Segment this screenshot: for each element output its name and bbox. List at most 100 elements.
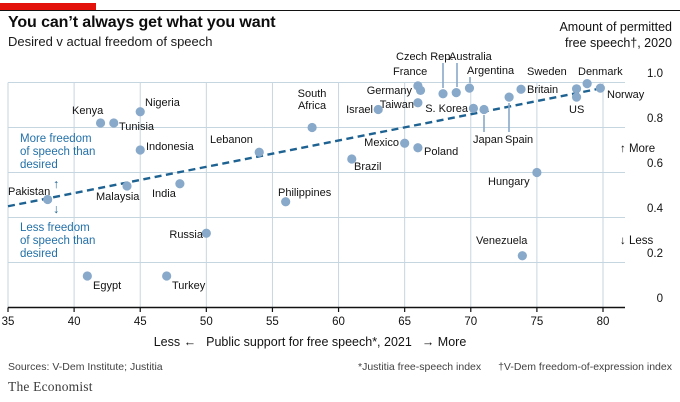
point-label-s-korea: S. Korea: [425, 103, 468, 115]
data-point-poland: [413, 143, 423, 153]
x-axis-label: Public support for free speech*, 2021: [206, 335, 412, 349]
point-label-mexico: Mexico: [364, 137, 399, 149]
point-label-nigeria: Nigeria: [145, 97, 180, 109]
footnotes: *Justitia free-speech index †V-Dem freed…: [344, 361, 672, 373]
y-tick-label-0.2: 0.2: [647, 247, 663, 260]
point-label-norway: Norway: [607, 89, 645, 101]
y-tick-label-0.4: 0.4: [647, 202, 663, 215]
data-point-south-africa: [307, 122, 317, 133]
x-tick-label-75: 75: [530, 316, 544, 328]
trend-line: [7, 88, 597, 208]
point-label-indonesia: Indonesia: [146, 141, 194, 153]
right-annotation-more: ↑ More: [620, 143, 656, 155]
data-point-nigeria: [135, 107, 145, 117]
x-tick-label-65: 65: [398, 316, 412, 328]
data-point-egypt: [82, 271, 92, 281]
data-point-taiwan: [413, 98, 423, 108]
point-label-lebanon: Lebanon: [210, 134, 253, 146]
page-title: You can’t always get what you want: [8, 14, 276, 31]
data-point-pakistan: [43, 194, 53, 205]
data-point-australia: [451, 88, 461, 98]
data-point-us: [571, 92, 582, 102]
point-label-denmark: Denmark: [578, 66, 623, 78]
data-point-spain: [504, 92, 514, 102]
point-label-egypt: Egypt: [93, 280, 122, 292]
data-point-argentina: [464, 83, 475, 93]
data-point-japan: [479, 104, 489, 115]
data-point-indonesia: [135, 145, 145, 155]
point-label-russia: Russia: [169, 229, 203, 241]
data-point-france: [415, 85, 426, 95]
data-point-india: [175, 179, 185, 189]
y-tick-label-0.8: 0.8: [647, 112, 663, 125]
data-point-israel: [373, 104, 383, 115]
point-label-us: US: [569, 104, 585, 116]
point-label-czech-rep-: Czech Rep.: [396, 51, 454, 63]
data-point-lebanon: [254, 147, 264, 157]
data-point-mexico: [400, 138, 410, 148]
data-point-tunisia: [109, 118, 119, 128]
sources-note: Sources: V-Dem Institute; Justitia: [8, 361, 163, 373]
x-axis-more-arrow: → More: [421, 335, 467, 349]
pakistan-up-arrow-icon: ↑: [53, 177, 60, 191]
data-point-kenya: [95, 118, 106, 128]
page-subtitle: Desired v actual freedom of speech: [8, 34, 213, 49]
x-tick-label-40: 40: [67, 316, 81, 328]
point-label-hungary: Hungary: [488, 176, 530, 188]
point-label-kenya: Kenya: [72, 105, 104, 117]
point-label-france: France: [393, 66, 428, 78]
point-label-israel: Israel: [346, 104, 373, 116]
point-label-argentina: Argentina: [467, 65, 515, 77]
economist-red-tab: [0, 3, 96, 10]
point-label-taiwan: Taiwan: [379, 99, 414, 111]
data-point-britain: [516, 84, 526, 94]
annotation-more-freedom: More freedom of speech than desired: [20, 133, 96, 171]
data-point-sweden: [571, 84, 582, 94]
point-label-turkey: Turkey: [172, 280, 206, 292]
y-axis-title: Amount of permitted free speech†, 2020: [559, 20, 672, 50]
point-label-malaysia: Malaysia: [96, 191, 140, 203]
x-axis-caption: Less ← Public support for free speech*, 2…: [0, 335, 620, 349]
x-tick-label-50: 50: [199, 316, 213, 328]
data-point-czech-rep-: [438, 89, 448, 99]
data-point-s-korea: [468, 103, 479, 113]
point-label-south-africa: South Africa: [297, 88, 327, 112]
right-annotation-less: ↓ Less: [620, 235, 654, 247]
data-point-norway: [595, 83, 605, 93]
point-label-tunisia: Tunisia: [119, 121, 155, 133]
footnote-star: *Justitia free-speech index: [358, 361, 482, 373]
y-tick-label-0.6: 0.6: [647, 157, 663, 170]
point-label-poland: Poland: [424, 146, 459, 158]
data-point-venezuela: [517, 251, 527, 261]
point-label-india: India: [152, 188, 176, 200]
y-tick-label-0: 0: [656, 292, 663, 305]
pakistan-down-arrow-icon: ↓: [53, 202, 60, 216]
data-point-malaysia: [122, 181, 132, 191]
point-label-brazil: Brazil: [354, 161, 382, 173]
point-label-japan: Japan: [473, 134, 503, 146]
x-tick-label-70: 70: [464, 316, 478, 328]
point-label-spain: Spain: [505, 134, 534, 146]
point-label-britain: Britain: [527, 84, 559, 96]
economist-wordmark: The Economist: [8, 379, 93, 394]
x-axis-less-arrow: Less ←: [153, 335, 197, 349]
footnote-dagger: †V-Dem freedom-of-expression index: [498, 361, 672, 373]
x-tick-label-45: 45: [133, 316, 147, 328]
data-point-russia: [201, 228, 211, 238]
y-tick-label-1.0: 1.0: [647, 67, 663, 80]
data-point-hungary: [532, 167, 542, 178]
x-tick-label-55: 55: [266, 316, 279, 328]
point-label-philippines: Philippines: [278, 187, 332, 199]
point-label-pakistan: Pakistan: [8, 186, 51, 198]
data-point-denmark: [582, 79, 592, 89]
point-label-germany: Germany: [366, 85, 412, 97]
data-point-brazil: [347, 154, 357, 164]
annotation-less-freedom: Less freedom of speech than desired: [20, 222, 96, 260]
point-label-australia: Australia: [449, 51, 492, 63]
data-point-philippines: [281, 197, 291, 207]
x-tick-label-60: 60: [332, 316, 345, 328]
top-rule: [0, 10, 680, 11]
